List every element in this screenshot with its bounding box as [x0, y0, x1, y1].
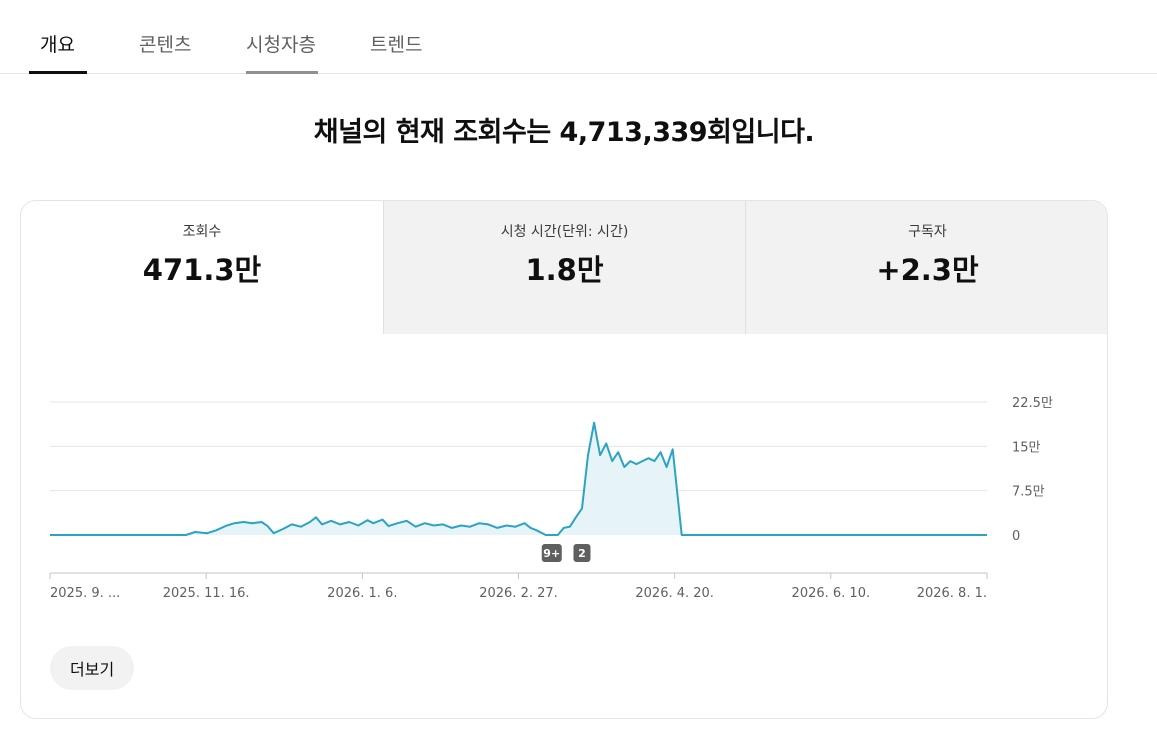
tab-bar: 개요 콘텐츠 시청자층 트렌드 [0, 0, 1157, 74]
video-marker-badge [541, 544, 562, 562]
tab-trends-underline [370, 71, 430, 74]
metric-watch-time-value: 1.8만 [525, 253, 604, 287]
metric-views-label: 조회수 [182, 224, 222, 240]
metric-subscribers-value: +2.3만 [876, 253, 979, 287]
y-tick-label: 7.5만 [1012, 485, 1045, 500]
y-tick-label: 22.5만 [1012, 396, 1053, 411]
views-chart: 22.5만 15만 7.5만 0 9+ 2 2025. 9. ... 2025. 11. 16… [49, 396, 1053, 601]
x-tick-label: 2026. 1. 6. [327, 586, 397, 601]
metric-watch-time[interactable]: 시청 시간(단위: 시간) 1.8만 [383, 201, 745, 334]
tab-content-label: 콘텐츠 [139, 34, 192, 56]
metric-views-value: 471.3만 [142, 253, 262, 287]
metric-views[interactable]: 조회수 471.3만 [21, 201, 383, 334]
views-line [50, 421, 987, 536]
see-more-button[interactable]: 더보기 [50, 646, 135, 690]
metric-watch-time-label: 시청 시간(단위: 시간) [500, 224, 629, 240]
x-tick-label: 2026. 4. 20. [635, 586, 714, 601]
tab-trends[interactable]: 트렌드 [370, 30, 430, 74]
video-marker-badge [573, 544, 591, 562]
y-tick-label: 15만 [1012, 440, 1041, 455]
x-tick-label: 2026. 2. 27. [479, 586, 558, 601]
x-tick-label: 2025. 11. 16. [163, 586, 250, 601]
analytics-card: 조회수 471.3만 시청 시간(단위: 시간) 1.8만 구독자 +2.3만 … [20, 200, 1108, 719]
metric-subscribers-label: 구독자 [908, 224, 947, 240]
metric-subscribers[interactable]: 구독자 +2.3만 [745, 201, 1107, 334]
tab-audience-label: 시청자층 [246, 34, 316, 56]
x-tick-label: 2026. 6. 10. [792, 586, 871, 601]
tab-audience-underline [246, 71, 318, 74]
tab-audience[interactable]: 시청자층 [246, 30, 318, 74]
page-headline: 채널의 현재 조회수는 4,713,339회입니다. [313, 117, 815, 148]
video-marker-label: 2 [578, 547, 586, 560]
x-tick-label: 2025. 9. ... [50, 586, 120, 601]
tab-overview[interactable]: 개요 [29, 30, 87, 74]
views-area [50, 422, 987, 535]
tab-overview-underline [29, 71, 87, 74]
x-tick-label: 2026. 8. 1. [917, 586, 987, 601]
y-tick-label: 0 [1012, 529, 1020, 544]
tab-trends-label: 트렌드 [370, 34, 423, 56]
tab-content[interactable]: 콘텐츠 [139, 30, 199, 74]
tab-overview-label: 개요 [40, 34, 75, 56]
video-marker-label: 9+ [543, 547, 560, 560]
tab-content-underline [139, 71, 199, 74]
